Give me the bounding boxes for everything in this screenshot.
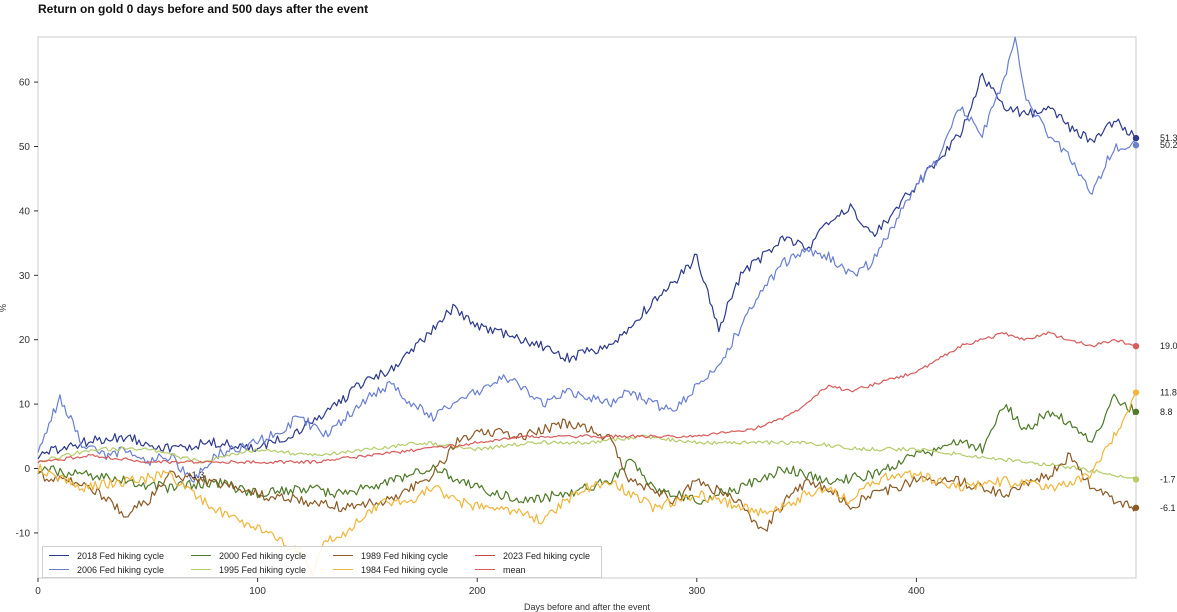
legend-label: 1995 Fed hiking cycle bbox=[219, 564, 307, 575]
series-line-mean bbox=[37, 331, 1137, 465]
end-marker-1984-fed-hiking-cycle bbox=[1132, 389, 1140, 396]
end-label-1995-fed-hiking-cycle: -1.7 bbox=[1160, 474, 1176, 484]
legend-item-1984-fed-hiking-cycle: 1984 Fed hiking cycle bbox=[333, 563, 448, 576]
end-label-mean: 19.0 bbox=[1160, 341, 1177, 351]
chart-title: Return on gold 0 days before and 500 day… bbox=[38, 2, 369, 16]
legend-item-1989-fed-hiking-cycle: 1989 Fed hiking cycle bbox=[333, 549, 448, 562]
legend-item-2000-fed-hiking-cycle: 2000 Fed hiking cycle bbox=[191, 549, 306, 562]
legend-label: 1989 Fed hiking cycle bbox=[361, 550, 449, 561]
series-line-2006-fed-hiking-cycle bbox=[37, 36, 1137, 483]
series-line-2018-fed-hiking-cycle bbox=[37, 72, 1137, 460]
legend-swatch bbox=[333, 569, 353, 570]
x-tick-label: 300 bbox=[688, 586, 705, 597]
legend-label: 2006 Fed hiking cycle bbox=[77, 564, 165, 575]
y-tick-label: 50 bbox=[19, 142, 31, 153]
legend-label: 2023 Fed hiking cycle bbox=[503, 550, 591, 561]
y-axis-label: % bbox=[0, 304, 8, 312]
annotation-label: -1.3 bbox=[189, 470, 205, 480]
legend-item-mean: mean bbox=[475, 563, 526, 576]
y-tick-label: 20 bbox=[19, 335, 31, 346]
end-marker-2000-fed-hiking-cycle bbox=[1132, 408, 1140, 416]
end-label-2018-fed-hiking-cycle: 51.3 bbox=[1160, 133, 1177, 143]
series-line-2000-fed-hiking-cycle bbox=[37, 393, 1137, 505]
x-tick-label: 200 bbox=[469, 586, 486, 597]
series-line-1984-fed-hiking-cycle bbox=[37, 392, 1137, 576]
x-axis-label: Days before and after the event bbox=[524, 602, 651, 612]
y-tick-label: 40 bbox=[19, 206, 31, 217]
end-marker-1989-fed-hiking-cycle bbox=[1132, 504, 1140, 511]
y-tick-label: 30 bbox=[19, 271, 31, 282]
legend-label: 1984 Fed hiking cycle bbox=[361, 564, 449, 575]
legend-swatch bbox=[49, 569, 69, 570]
x-tick-label: 100 bbox=[249, 586, 266, 597]
end-marker-2018-fed-hiking-cycle bbox=[1132, 134, 1140, 142]
legend-item-2006-fed-hiking-cycle: 2006 Fed hiking cycle bbox=[49, 563, 164, 576]
legend-label: 2000 Fed hiking cycle bbox=[219, 550, 307, 561]
legend-swatch bbox=[191, 569, 211, 570]
y-tick-label: 0 bbox=[24, 464, 30, 475]
end-label-2006-fed-hiking-cycle: 50.2 bbox=[1160, 140, 1177, 150]
x-tick-label: 0 bbox=[35, 586, 41, 597]
y-tick-label: -10 bbox=[16, 528, 31, 539]
legend-swatch bbox=[475, 555, 495, 556]
legend-swatch bbox=[191, 555, 211, 556]
end-marker-1995-fed-hiking-cycle bbox=[1132, 476, 1140, 483]
x-tick-label: 400 bbox=[908, 586, 925, 597]
series-line-1989-fed-hiking-cycle bbox=[37, 418, 1137, 532]
legend-swatch bbox=[475, 569, 495, 570]
legend-item-2023-fed-hiking-cycle: 2023 Fed hiking cycle bbox=[475, 549, 590, 562]
legend-item-2018-fed-hiking-cycle: 2018 Fed hiking cycle bbox=[49, 549, 164, 562]
legend: 2018 Fed hiking cycle 2006 Fed hiking cyc… bbox=[42, 546, 602, 578]
legend-label: 2018 Fed hiking cycle bbox=[77, 550, 165, 561]
legend-swatch bbox=[333, 555, 353, 556]
end-marker-2006-fed-hiking-cycle bbox=[1132, 142, 1140, 149]
end-marker-mean bbox=[1132, 342, 1140, 350]
legend-item-1995-fed-hiking-cycle: 1995 Fed hiking cycle bbox=[191, 563, 306, 576]
end-label-1989-fed-hiking-cycle: -6.1 bbox=[1160, 503, 1176, 513]
y-tick-label: 10 bbox=[19, 400, 31, 411]
y-tick-label: 60 bbox=[19, 78, 31, 89]
end-label-1984-fed-hiking-cycle: 11.8 bbox=[1160, 388, 1177, 398]
legend-swatch bbox=[49, 555, 69, 556]
end-label-2000-fed-hiking-cycle: 8.8 bbox=[1160, 407, 1173, 417]
legend-label: mean bbox=[503, 564, 526, 575]
series-line-1995-fed-hiking-cycle bbox=[37, 434, 1137, 480]
